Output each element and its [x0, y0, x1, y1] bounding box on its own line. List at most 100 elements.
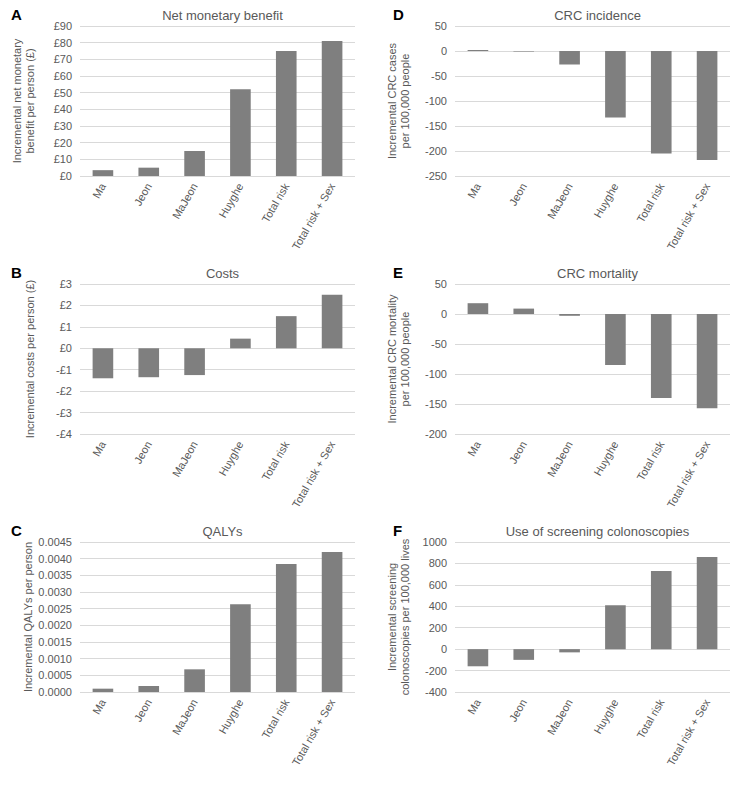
svg-text:Use of screening colonoscopies: Use of screening colonoscopies	[506, 524, 690, 539]
svg-text:D: D	[393, 6, 404, 23]
svg-text:MaJeon: MaJeon	[545, 181, 575, 221]
svg-text:Total risk: Total risk	[634, 697, 666, 741]
svg-text:400: 400	[429, 600, 447, 612]
svg-text:0.0035: 0.0035	[38, 569, 72, 581]
svg-text:0.0025: 0.0025	[38, 603, 72, 615]
svg-text:£20: £20	[54, 137, 72, 149]
svg-text:£0: £0	[60, 342, 72, 354]
svg-text:£70: £70	[54, 53, 72, 65]
svg-text:£1: £1	[60, 321, 72, 333]
svg-text:Huyghe: Huyghe	[591, 439, 620, 478]
svg-text:Incremental QALYs per person: Incremental QALYs per person	[22, 542, 34, 692]
svg-text:E: E	[393, 264, 403, 281]
svg-text:50: 50	[435, 278, 447, 290]
svg-text:0.0030: 0.0030	[38, 586, 72, 598]
svg-text:Total risk: Total risk	[634, 181, 666, 225]
svg-text:Incremental CRC mortality: Incremental CRC mortality	[386, 294, 398, 423]
svg-text:600: 600	[429, 579, 447, 591]
svg-text:CRC mortality: CRC mortality	[557, 266, 638, 281]
svg-text:F: F	[393, 522, 402, 539]
svg-text:Huyghe: Huyghe	[591, 181, 620, 220]
svg-text:benefit per person (£): benefit per person (£)	[24, 48, 36, 153]
svg-text:0.0015: 0.0015	[38, 636, 72, 648]
svg-text:Costs: Costs	[206, 266, 240, 281]
svg-text:£50: £50	[54, 87, 72, 99]
svg-text:£2: £2	[60, 299, 72, 311]
svg-text:Jeon: Jeon	[507, 439, 529, 466]
svg-text:£10: £10	[54, 153, 72, 165]
svg-text:0: 0	[441, 45, 447, 57]
svg-text:C: C	[11, 522, 22, 539]
svg-text:0.0020: 0.0020	[38, 619, 72, 631]
svg-text:£80: £80	[54, 37, 72, 49]
svg-text:MaJeon: MaJeon	[170, 181, 200, 221]
svg-text:per 100,000 people: per 100,000 people	[399, 312, 411, 407]
svg-text:QALYs: QALYs	[202, 524, 243, 539]
svg-text:MaJeon: MaJeon	[170, 697, 200, 737]
svg-text:Incremental costs per person (: Incremental costs per person (£)	[24, 280, 36, 438]
svg-text:Huyghe: Huyghe	[591, 697, 620, 736]
svg-text:0.0040: 0.0040	[38, 553, 72, 565]
svg-text:per 100,000 people: per 100,000 people	[399, 54, 411, 149]
svg-text:-50: -50	[431, 70, 447, 82]
svg-text:-200: -200	[425, 665, 447, 677]
svg-text:-250: -250	[425, 170, 447, 182]
svg-text:Total risk + Sex: Total risk + Sex	[664, 181, 712, 252]
svg-text:colonoscopies per 100,000 live: colonoscopies per 100,000 lives	[399, 538, 411, 695]
svg-text:-150: -150	[425, 120, 447, 132]
svg-text:0.0045: 0.0045	[38, 536, 72, 548]
svg-text:Ma: Ma	[90, 438, 108, 458]
svg-text:Ma: Ma	[465, 438, 483, 458]
svg-text:Net monetary benefit: Net monetary benefit	[162, 8, 283, 23]
svg-text:Ma: Ma	[465, 696, 483, 716]
svg-text:£30: £30	[54, 120, 72, 132]
svg-text:0.0010: 0.0010	[38, 653, 72, 665]
svg-text:-150: -150	[425, 398, 447, 410]
svg-text:Jeon: Jeon	[507, 697, 529, 724]
svg-text:50: 50	[435, 20, 447, 32]
svg-text:£40: £40	[54, 103, 72, 115]
svg-text:Ma: Ma	[465, 180, 483, 200]
svg-text:MaJeon: MaJeon	[170, 439, 200, 479]
svg-text:Jeon: Jeon	[132, 697, 154, 724]
svg-text:Total risk + Sex: Total risk + Sex	[289, 439, 337, 510]
svg-text:200: 200	[429, 622, 447, 634]
svg-text:0.0000: 0.0000	[38, 686, 72, 698]
svg-text:Incremental screening: Incremental screening	[386, 563, 398, 671]
svg-text:0: 0	[441, 308, 447, 320]
svg-text:Incremental CRC cases: Incremental CRC cases	[386, 42, 398, 159]
svg-text:MaJeon: MaJeon	[545, 439, 575, 479]
svg-text:-400: -400	[425, 686, 447, 698]
svg-text:£0: £0	[60, 170, 72, 182]
svg-text:£3: £3	[60, 278, 72, 290]
svg-text:Total risk: Total risk	[259, 439, 291, 483]
svg-text:-200: -200	[425, 428, 447, 440]
svg-text:0.0005: 0.0005	[38, 669, 72, 681]
svg-text:Jeon: Jeon	[132, 181, 154, 208]
svg-text:Ma: Ma	[90, 180, 108, 200]
svg-text:Total risk + Sex: Total risk + Sex	[664, 439, 712, 510]
svg-text:CRC incidence: CRC incidence	[554, 8, 641, 23]
svg-text:800: 800	[429, 557, 447, 569]
svg-text:1000: 1000	[423, 536, 447, 548]
svg-text:Incremental net monetary: Incremental net monetary	[11, 38, 23, 163]
svg-text:Jeon: Jeon	[507, 181, 529, 208]
svg-text:0: 0	[441, 643, 447, 655]
svg-text:A: A	[11, 6, 22, 23]
svg-text:-100: -100	[425, 95, 447, 107]
svg-text:MaJeon: MaJeon	[545, 697, 575, 737]
svg-text:Total risk: Total risk	[259, 697, 291, 741]
svg-text:-£2: -£2	[56, 385, 72, 397]
svg-text:Ma: Ma	[90, 696, 108, 716]
svg-text:Huyghe: Huyghe	[216, 439, 245, 478]
svg-text:Jeon: Jeon	[132, 439, 154, 466]
svg-text:Huyghe: Huyghe	[216, 181, 245, 220]
svg-text:Huyghe: Huyghe	[216, 697, 245, 736]
svg-text:-200: -200	[425, 145, 447, 157]
svg-text:-£3: -£3	[56, 407, 72, 419]
svg-text:-100: -100	[425, 368, 447, 380]
svg-text:Total risk + Sex: Total risk + Sex	[664, 697, 712, 768]
svg-text:£60: £60	[54, 70, 72, 82]
svg-text:Total risk: Total risk	[634, 439, 666, 483]
svg-text:Total risk + Sex: Total risk + Sex	[289, 697, 337, 768]
